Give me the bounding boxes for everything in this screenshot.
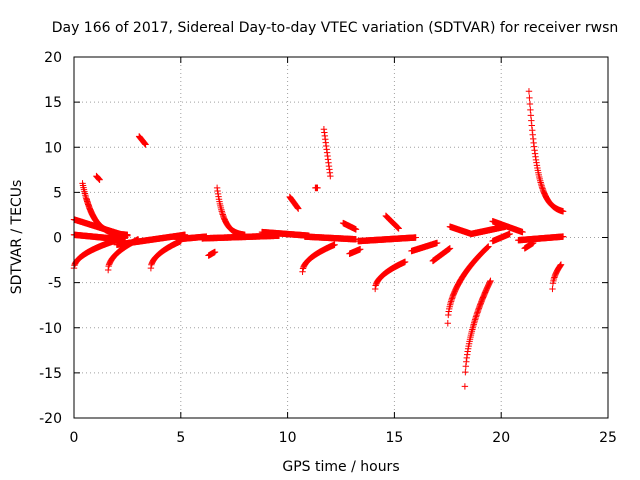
y-tick-label: -10: [39, 321, 62, 337]
x-tick-label: 10: [279, 430, 297, 446]
series-short-f: [446, 223, 475, 238]
series-rise-e: [371, 258, 409, 293]
data-point: [327, 172, 334, 180]
data-point: [433, 239, 441, 247]
series-rise-g: [461, 277, 494, 390]
data-point: [549, 285, 556, 293]
y-tick-label: -20: [39, 411, 62, 427]
series-short-e: [382, 212, 402, 232]
data-point: [525, 88, 533, 95]
data-point: [314, 184, 321, 192]
y-axis-label: SDTVAR / TECUs: [9, 180, 25, 295]
x-axis-label: GPS time / hours: [282, 459, 399, 475]
series-dip-a: [205, 248, 219, 259]
data-point: [519, 228, 526, 236]
series-decay-e: [525, 88, 567, 215]
series-band-6: [354, 234, 419, 245]
data-point: [461, 383, 469, 390]
series-band-2: [173, 233, 210, 243]
x-tick-label: 5: [176, 430, 185, 446]
series-tail-a: [521, 239, 537, 252]
series-rise-h: [549, 261, 565, 293]
data-point: [526, 100, 534, 108]
data-point: [295, 205, 302, 212]
series-early-flat: [70, 231, 125, 243]
series-rise-c: [147, 237, 184, 272]
series-dot-a: [312, 184, 321, 192]
series-rise-d: [299, 241, 338, 275]
series-short-c: [339, 219, 360, 233]
y-tick-label: 10: [44, 140, 62, 156]
series-short-b: [286, 193, 302, 212]
y-tick-label: 0: [53, 231, 62, 247]
data-point: [357, 246, 364, 253]
series-short-high: [93, 172, 103, 183]
data-point: [401, 258, 409, 266]
series-wave-b: [429, 245, 454, 265]
plot-frame: [73, 56, 609, 419]
series-band-9: [515, 233, 567, 244]
series-short-g: [489, 230, 513, 245]
series-isolated-a: [135, 133, 149, 148]
data-point: [444, 320, 451, 327]
data-point: [530, 239, 537, 247]
series-band-4: [258, 228, 313, 239]
data-markers: [70, 88, 567, 390]
data-point: [506, 230, 513, 238]
series-decay-c: [213, 184, 249, 238]
series-band-8: [489, 218, 526, 236]
data-point: [559, 208, 567, 215]
data-point: [527, 106, 534, 114]
data-point: [96, 176, 103, 183]
x-tick-label: 0: [70, 430, 79, 446]
data-point: [412, 234, 419, 241]
series-early-decay-b: [83, 196, 131, 238]
data-point: [526, 94, 533, 102]
x-tick-label: 20: [492, 430, 510, 446]
x-tick-labels: 0 5 10 15 20 25: [70, 430, 617, 446]
data-point: [124, 231, 131, 238]
y-tick-label: 20: [44, 50, 62, 66]
data-point: [331, 241, 338, 248]
data-point: [487, 277, 494, 285]
data-point: [395, 225, 402, 232]
data-point: [557, 261, 565, 268]
data-point: [142, 141, 149, 148]
y-tick-labels: -20 -15 -10 -5 0 5 10 15 20: [39, 50, 62, 427]
x-tick-label: 25: [599, 430, 617, 446]
y-tick-label: 15: [44, 95, 62, 111]
data-point: [211, 248, 219, 256]
y-tick-label: -5: [48, 276, 62, 292]
series-decay-d: [320, 126, 334, 180]
x-tick-label: 15: [385, 430, 403, 446]
y-tick-label: 5: [53, 185, 62, 201]
data-point: [559, 233, 567, 240]
series-wave-a: [408, 239, 441, 255]
data-point: [462, 368, 469, 376]
series-band-5: [301, 233, 360, 243]
y-tick-label: -15: [39, 366, 62, 382]
data-point: [446, 245, 454, 252]
data-point: [485, 243, 492, 250]
series-band-1: [113, 231, 189, 248]
chart-title: Day 166 of 2017, Sidereal Day-to-day VTE…: [52, 20, 619, 36]
data-point: [352, 226, 360, 233]
series-rise-f: [444, 243, 492, 327]
series-short-d: [346, 246, 364, 257]
